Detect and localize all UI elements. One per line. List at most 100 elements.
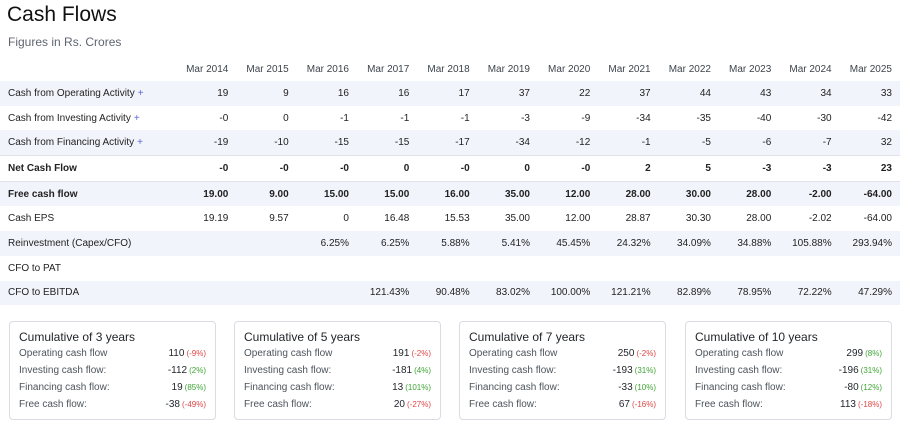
table-cell: -15 <box>296 130 357 156</box>
card-row-value: 67 (-16%) <box>619 399 656 410</box>
page-title: Cash Flows <box>7 3 117 26</box>
card-row-change-pct: (-2%) <box>636 349 656 358</box>
table-cell: 6.25% <box>356 231 418 256</box>
table-cell: -15 <box>356 130 418 156</box>
table-cell: 22 <box>537 81 599 106</box>
table-cell: 35.00 <box>477 181 538 207</box>
row-label[interactable]: Cash from Financing Activity + <box>0 130 176 156</box>
card-row-change-pct: (2%) <box>189 366 206 375</box>
row-label-text: Reinvestment (Capex/CFO) <box>8 237 132 249</box>
row-label-text: CFO to PAT <box>8 262 61 274</box>
table-cell <box>176 280 237 306</box>
card-row-label: Free cash flow: <box>695 399 763 410</box>
row-label[interactable]: Cash from Investing Activity + <box>0 106 176 131</box>
table-cell <box>779 256 839 281</box>
table-cell: -1 <box>460 112 470 124</box>
table-cell: 78.95% <box>718 280 780 306</box>
expand-plus-icon[interactable]: + <box>137 87 144 99</box>
table-cell: 0 <box>343 213 349 225</box>
row-label[interactable]: Cash from Operating Activity + <box>0 81 176 106</box>
card-title: Cumulative of 5 years <box>244 330 361 344</box>
table-cell: 16.00 <box>417 181 478 207</box>
table-header-row: Mar 2014 Mar 2015 Mar 2016 Mar 2017 Mar 2018… <box>0 57 900 81</box>
card-row-change-pct: (-2%) <box>411 349 431 358</box>
expand-plus-icon[interactable]: + <box>133 112 140 124</box>
table-cell: -0 <box>219 112 229 124</box>
card-row: Free cash flow: 20 (-27%) <box>244 399 431 415</box>
table-cell: -5 <box>658 130 719 156</box>
table-cell: 30.00 <box>658 181 719 207</box>
table-row[interactable]: Cash from Investing Activity + -0 0 -1 -1 -1 -3… <box>0 106 900 131</box>
card-row-value: 110 (-9%) <box>168 348 206 359</box>
table-cell: -3 <box>718 155 780 182</box>
table-cell: 37 <box>477 81 538 106</box>
card-row-number: 299 <box>846 348 864 359</box>
card-row-number: -33 <box>618 382 633 393</box>
card-row-value: 19 (85%) <box>172 382 206 393</box>
table-cell: 5.41% <box>477 231 538 256</box>
card-row-label: Free cash flow: <box>469 399 537 410</box>
table-cell: 121.21% <box>598 280 659 306</box>
table-cell: 44 <box>658 81 719 106</box>
card-row: Investing cash flow: -181 (4%) <box>244 365 431 381</box>
card-row-value: 191 (-2%) <box>393 348 431 359</box>
table-cell: 90.48% <box>417 280 478 306</box>
table-cell: -12 <box>537 130 599 156</box>
card-row-change-pct: (10%) <box>634 383 656 392</box>
card-row-label: Investing cash flow: <box>469 365 557 376</box>
table-row: CFO to EBITDA 121.43% 90.48% 83.02% 100.00% 1… <box>0 280 900 306</box>
table-cell: -1 <box>340 112 349 124</box>
card-row-number: 67 <box>618 399 630 410</box>
table-cell <box>478 256 538 281</box>
table-cell: 12.00 <box>537 181 599 207</box>
column-header-mar-2018: Mar 2018 <box>427 63 470 75</box>
card-row-number: -181 <box>392 365 413 376</box>
table-cell: 2 <box>598 155 659 182</box>
table-cell <box>297 256 357 281</box>
page-subtitle: Figures in Rs. Crores <box>8 35 122 49</box>
card-title: Cumulative of 10 years <box>695 330 818 344</box>
table-cell: -0 <box>236 155 297 182</box>
table-cell: -0 <box>417 155 478 182</box>
table-row[interactable]: Cash from Operating Activity +19 9 16 16 17 37… <box>0 81 900 106</box>
expand-plus-icon[interactable]: + <box>137 137 144 149</box>
table-cell: 34 <box>779 81 840 106</box>
card-row-label: Operating cash flow <box>244 348 333 359</box>
table-cell: 9.00 <box>236 181 297 207</box>
row-label: Free cash flow <box>0 181 176 207</box>
column-header-mar-2024: Mar 2024 <box>789 63 832 75</box>
card-row-label: Investing cash flow: <box>695 365 783 376</box>
card-row-value: -196 (31%) <box>839 365 882 376</box>
card-row-value: -193 (31%) <box>613 365 656 376</box>
card-row: Operating cash flow 250 (-2%) <box>469 348 656 364</box>
table-cell: 28.00 <box>718 181 780 207</box>
row-label-text: Cash from Investing Activity <box>8 112 131 124</box>
card-row: Financing cash flow: 13 (101%) <box>244 382 431 398</box>
card-row: Operating cash flow 191 (-2%) <box>244 348 431 364</box>
table-row: Reinvestment (Capex/CFO) 6.25% 6.25% 5.88% 5… <box>0 231 900 256</box>
column-header-mar-2015: Mar 2015 <box>246 63 289 75</box>
cash-flow-table: Mar 2014 Mar 2015 Mar 2016 Mar 2017 Mar 2018… <box>0 57 900 306</box>
table-cell: 121.43% <box>356 280 418 306</box>
table-cell: 17 <box>417 81 478 106</box>
table-cell: 28.00 <box>746 213 772 225</box>
cumulative-card: Cumulative of 5 years Operating cash flow… <box>234 321 441 420</box>
row-label-text: Free cash flow <box>8 188 78 200</box>
card-row-change-pct: (-9%) <box>186 349 206 358</box>
table-cell: -3 <box>779 155 840 182</box>
table-cell: -30 <box>817 112 832 124</box>
card-row-number: 113 <box>840 399 856 410</box>
table-cell: -1 <box>400 112 410 124</box>
row-label: CFO to EBITDA <box>0 280 176 306</box>
table-cell: -2.00 <box>779 181 840 207</box>
row-label: Reinvestment (Capex/CFO) <box>0 231 176 256</box>
card-title: Cumulative of 3 years <box>19 330 136 344</box>
column-header-mar-2016: Mar 2016 <box>306 63 349 75</box>
table-row[interactable]: Cash from Financing Activity + -19 -10 -15 -1… <box>0 130 900 156</box>
card-row: Operating cash flow 110 (-9%) <box>19 348 206 364</box>
table-cell: 5 <box>658 155 719 182</box>
table-cell <box>236 256 296 281</box>
card-row: Investing cash flow: -196 (31%) <box>695 365 882 381</box>
table-cell: 34.09% <box>658 231 719 256</box>
column-header-mar-2014: Mar 2014 <box>186 63 229 75</box>
